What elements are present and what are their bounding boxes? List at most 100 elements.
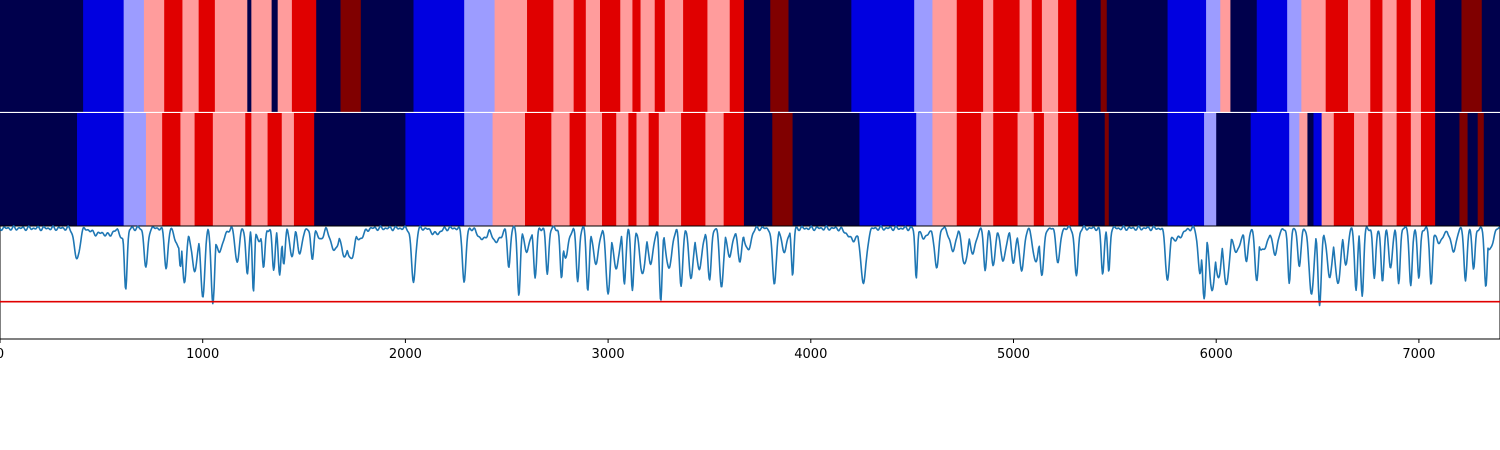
heatmap-cell bbox=[1477, 113, 1485, 226]
heatmap-cell bbox=[492, 113, 526, 226]
heatmap-cell bbox=[527, 0, 554, 112]
heatmap-cell bbox=[83, 0, 125, 112]
heatmap-cell bbox=[245, 113, 252, 226]
heatmap-cell bbox=[1368, 113, 1383, 226]
heatmap-cell bbox=[705, 113, 725, 226]
heatmap-cell bbox=[164, 0, 183, 112]
heatmap-cell bbox=[1307, 113, 1314, 226]
heatmap-cell bbox=[1104, 113, 1110, 226]
heatmap-cell bbox=[932, 0, 958, 112]
heatmap-cell bbox=[413, 0, 465, 112]
heatmap-cell bbox=[1041, 0, 1059, 112]
heatmap-cell bbox=[143, 0, 165, 112]
heatmap-cell bbox=[602, 113, 617, 226]
heatmap-cell bbox=[616, 113, 629, 226]
heatmap-cell bbox=[1167, 113, 1205, 226]
heatmap-cell bbox=[1206, 0, 1221, 112]
heatmap-cell bbox=[1354, 113, 1369, 226]
heatmap-cell bbox=[632, 0, 641, 112]
heatmap-cell bbox=[636, 113, 650, 226]
heatmap-cell bbox=[1106, 0, 1168, 112]
heatmap-cell bbox=[1256, 0, 1288, 112]
heatmap-cell bbox=[1033, 113, 1045, 226]
heatmap-cell bbox=[1076, 0, 1102, 112]
heatmap-cell bbox=[1220, 0, 1231, 112]
heatmap-cell bbox=[743, 113, 773, 226]
heatmap-cell bbox=[194, 113, 214, 226]
heatmap-cell bbox=[1287, 0, 1302, 112]
heatmap-cell bbox=[525, 113, 552, 226]
heatmap-cell bbox=[1167, 0, 1207, 112]
heatmap-cell bbox=[1396, 113, 1412, 226]
heatmap-cell bbox=[932, 113, 958, 226]
heatmap-cell bbox=[291, 0, 317, 112]
heatmap-cell bbox=[723, 113, 745, 226]
heatmap-cell bbox=[654, 0, 666, 112]
x-tick-label: 7000 bbox=[1402, 347, 1435, 362]
heatmap-cell bbox=[212, 113, 246, 226]
heatmap-cell bbox=[683, 0, 708, 112]
heatmap-panel-top bbox=[0, 0, 1500, 112]
heatmap-cell bbox=[198, 0, 216, 112]
heatmap-top-cells bbox=[0, 0, 1500, 112]
heatmap-cell bbox=[600, 0, 621, 112]
heatmap-cell bbox=[707, 0, 731, 112]
heatmap-cell bbox=[1100, 0, 1108, 112]
heatmap-cell bbox=[1299, 113, 1308, 226]
heatmap-cell bbox=[1078, 113, 1106, 226]
heatmap-cell bbox=[271, 0, 279, 112]
heatmap-cell bbox=[340, 0, 362, 112]
heatmap-cell bbox=[1370, 0, 1383, 112]
heatmap-cell bbox=[1410, 113, 1422, 226]
line-series-layer bbox=[0, 225, 1500, 307]
heatmap-cell bbox=[916, 113, 933, 226]
heatmap-cell bbox=[573, 0, 587, 112]
heatmap-cell bbox=[1313, 113, 1323, 226]
heatmap-cell bbox=[681, 113, 706, 226]
heatmap-cell bbox=[1301, 0, 1327, 112]
heatmap-cell bbox=[267, 113, 283, 226]
heatmap-cell bbox=[1289, 113, 1300, 226]
heatmap-cell bbox=[1321, 113, 1335, 226]
heatmap-cell bbox=[1481, 0, 1500, 112]
line-panel bbox=[0, 225, 1500, 340]
heatmap-cell bbox=[1017, 113, 1035, 226]
heatmap-cell bbox=[1043, 113, 1059, 226]
heatmap-cell bbox=[464, 113, 493, 226]
heatmap-cell bbox=[0, 0, 84, 112]
heatmap-cell bbox=[251, 0, 273, 112]
heatmap-cell bbox=[772, 113, 793, 226]
x-axis: 0 1000 2000 3000 4000 5000 6000 7000 bbox=[0, 339, 1435, 362]
heatmap-cell bbox=[551, 113, 570, 226]
heatmap-cell bbox=[788, 0, 852, 112]
heatmap-cell bbox=[77, 113, 125, 226]
heatmap-cell bbox=[0, 113, 78, 226]
heatmap-cell bbox=[585, 113, 603, 226]
heatmap-cell bbox=[859, 113, 917, 226]
heatmap-cell bbox=[123, 113, 147, 226]
heatmap-cell bbox=[770, 0, 789, 112]
heatmap-cell bbox=[360, 0, 414, 112]
x-tick-label: 4000 bbox=[794, 347, 827, 362]
heatmap-cell bbox=[569, 113, 587, 226]
heatmap-cell bbox=[956, 113, 982, 226]
heatmap-cell bbox=[1250, 113, 1290, 226]
heatmap-cell bbox=[640, 0, 656, 112]
heatmap-cell bbox=[314, 113, 406, 226]
heatmap-cell bbox=[1396, 0, 1412, 112]
heatmap-cell bbox=[585, 0, 601, 112]
heatmap-cell bbox=[123, 0, 145, 112]
line-series bbox=[0, 225, 1500, 307]
heatmap-cell bbox=[182, 0, 200, 112]
x-tick-label: 3000 bbox=[592, 347, 625, 362]
heatmap-cell bbox=[851, 0, 915, 112]
heatmap-cell bbox=[1333, 113, 1355, 226]
heatmap-bottom-cells bbox=[0, 113, 1500, 226]
heatmap-cell bbox=[162, 113, 181, 226]
heatmap-cell bbox=[729, 0, 745, 112]
heatmap-cell bbox=[993, 0, 1020, 112]
heatmap-cell bbox=[1461, 0, 1483, 112]
heatmap-cell bbox=[1483, 113, 1500, 226]
heatmap-cell bbox=[1058, 113, 1079, 226]
